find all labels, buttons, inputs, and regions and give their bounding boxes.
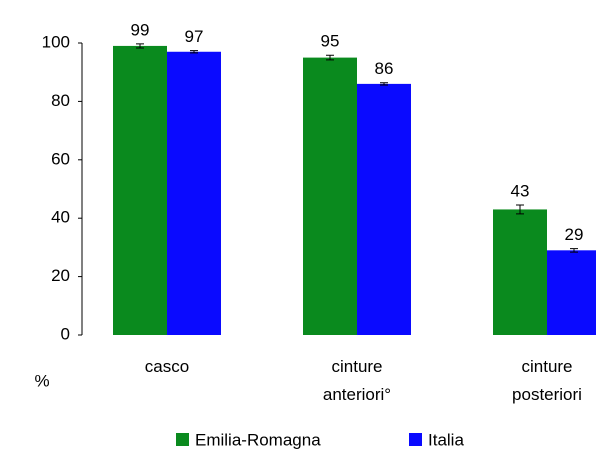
x-tick-label: cinture anteriori°	[323, 357, 391, 404]
bar	[357, 83, 411, 335]
bar	[493, 209, 547, 335]
bar	[167, 51, 221, 335]
value-label: 95	[321, 32, 340, 51]
error-bar	[570, 248, 578, 253]
value-label: 97	[185, 27, 204, 46]
y-tick-label: 60	[51, 149, 70, 168]
y-tick-label: 40	[51, 208, 70, 227]
legend-label: Emilia-Romagna	[195, 430, 321, 449]
error-bar	[136, 43, 144, 49]
legend-swatch	[409, 433, 422, 446]
y-tick-label: 100	[42, 32, 70, 51]
y-tick-label: 20	[51, 266, 70, 285]
bar	[113, 45, 167, 336]
error-bar	[380, 82, 388, 86]
value-label: 43	[511, 182, 530, 201]
x-tick-label: casco	[145, 357, 189, 376]
error-bar	[190, 50, 198, 54]
bar	[303, 57, 357, 335]
error-bar	[516, 204, 524, 215]
error-bar	[326, 54, 334, 61]
value-label: 29	[565, 225, 584, 244]
x-tick-label: cinture posteriori	[512, 357, 582, 404]
value-label: 99	[131, 20, 150, 39]
legend-label: Italia	[428, 430, 464, 449]
legend-swatch	[176, 433, 189, 446]
y-tick-label: 0	[61, 324, 70, 343]
y-tick-label: 80	[51, 91, 70, 110]
bar	[547, 250, 596, 335]
value-label: 86	[375, 59, 394, 78]
y-axis-label: %	[34, 371, 49, 390]
